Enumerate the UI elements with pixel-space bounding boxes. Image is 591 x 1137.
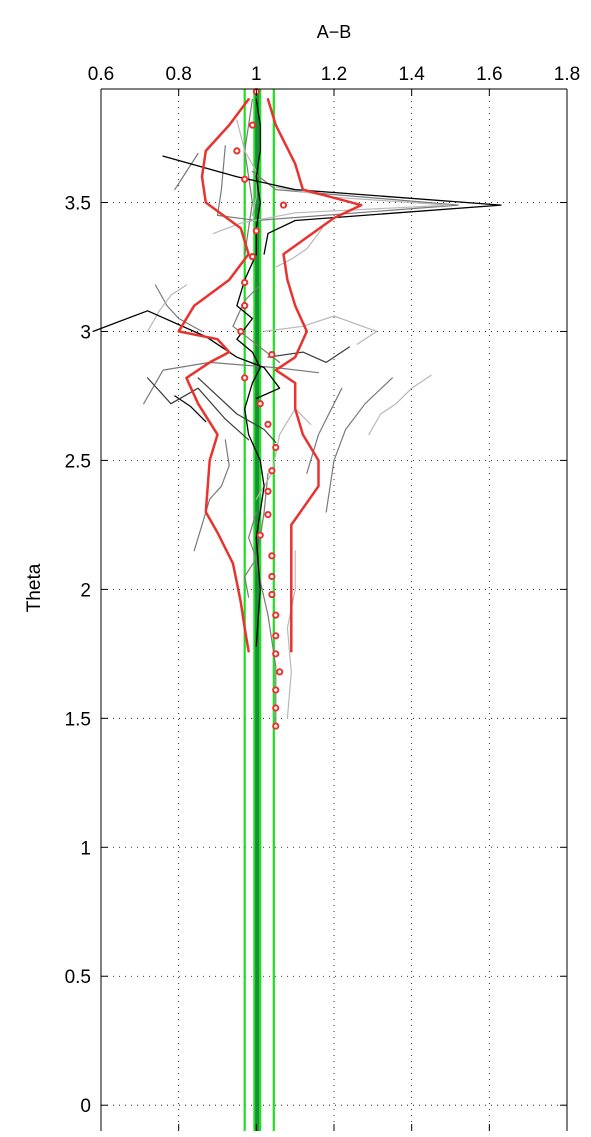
data-point-marker bbox=[264, 487, 272, 495]
x-tick-label: 0.6 bbox=[88, 64, 114, 85]
tick-labels: 0.6 0.8 1 1.2 1.4 1.6 1.8 0 0.5 1 1.5 2 2.5 3 3.5 bbox=[65, 64, 581, 1117]
series-line bbox=[275, 227, 323, 268]
y-tick-label: 2 bbox=[80, 580, 91, 601]
x-tick-label: 1.2 bbox=[321, 64, 347, 85]
series-line bbox=[177, 98, 250, 653]
series-line bbox=[266, 98, 363, 653]
y-tick-label: 1.5 bbox=[65, 709, 91, 730]
series-line bbox=[368, 374, 432, 436]
series-line bbox=[306, 387, 343, 474]
x-tick-label: 0.8 bbox=[165, 64, 191, 85]
series-line bbox=[325, 377, 393, 513]
series-line bbox=[286, 550, 296, 719]
data-point-marker bbox=[237, 327, 245, 336]
series-line bbox=[154, 284, 203, 332]
series-line bbox=[236, 98, 265, 647]
data-point-marker bbox=[256, 531, 264, 539]
series-line bbox=[193, 439, 230, 552]
data-point-marker bbox=[272, 704, 280, 712]
data-point-marker bbox=[264, 510, 272, 519]
data-point-marker bbox=[268, 590, 276, 599]
reference-lines bbox=[243, 89, 275, 1131]
data-point-marker bbox=[241, 374, 249, 382]
y-tick-label: 1 bbox=[80, 838, 91, 859]
data-point-marker bbox=[252, 227, 260, 235]
series-line bbox=[174, 152, 199, 191]
data-point-marker bbox=[241, 302, 249, 310]
series-line bbox=[232, 284, 281, 363]
data-point-marker bbox=[233, 147, 241, 155]
series-line bbox=[255, 408, 312, 500]
data-point-marker bbox=[279, 201, 288, 209]
series-line bbox=[244, 511, 257, 598]
data-point-marker bbox=[256, 400, 264, 408]
data-point-marker bbox=[272, 686, 280, 694]
y-tick-label: 3 bbox=[80, 322, 91, 343]
data-point-marker bbox=[272, 443, 280, 452]
series-line bbox=[92, 310, 281, 400]
chart-title: A−B bbox=[317, 22, 352, 42]
x-tick-label: 1 bbox=[251, 64, 262, 85]
red-markers bbox=[233, 87, 288, 730]
data-point-marker bbox=[241, 278, 249, 287]
y-tick-label: 3.5 bbox=[65, 193, 91, 214]
series-line bbox=[162, 155, 502, 255]
series-line bbox=[143, 361, 320, 405]
series-line bbox=[174, 395, 207, 423]
y-tick-label: 0.5 bbox=[65, 967, 91, 988]
series-lines bbox=[92, 98, 502, 725]
y-axis-label: Theta bbox=[24, 563, 45, 612]
x-tick-label: 1.8 bbox=[554, 64, 580, 85]
series-line bbox=[236, 119, 257, 216]
series-line bbox=[263, 315, 378, 345]
data-point-marker bbox=[264, 420, 272, 428]
grid bbox=[101, 89, 567, 1131]
data-point-marker bbox=[276, 668, 284, 676]
data-point-marker bbox=[268, 552, 276, 560]
series-line bbox=[244, 98, 253, 255]
series-line bbox=[255, 472, 277, 725]
series-line bbox=[267, 346, 351, 363]
x-tick-label: 1.6 bbox=[476, 64, 502, 85]
data-point-marker bbox=[272, 650, 280, 658]
y-tick-label: 2.5 bbox=[65, 451, 91, 472]
series-line bbox=[147, 377, 250, 441]
data-point-marker bbox=[272, 611, 280, 619]
x-tick-label: 1.4 bbox=[398, 64, 425, 85]
data-point-marker bbox=[268, 572, 276, 581]
data-point-marker bbox=[268, 467, 276, 475]
data-point-marker bbox=[241, 175, 249, 183]
data-point-marker bbox=[248, 121, 257, 129]
data-point-marker bbox=[272, 632, 280, 640]
data-point-marker bbox=[272, 722, 280, 730]
axes bbox=[100, 88, 568, 1131]
data-point-marker bbox=[268, 351, 276, 359]
series-line bbox=[147, 284, 187, 332]
series-line bbox=[197, 377, 277, 443]
y-tick-label: 0 bbox=[80, 1096, 91, 1117]
data-point-marker bbox=[248, 253, 257, 261]
